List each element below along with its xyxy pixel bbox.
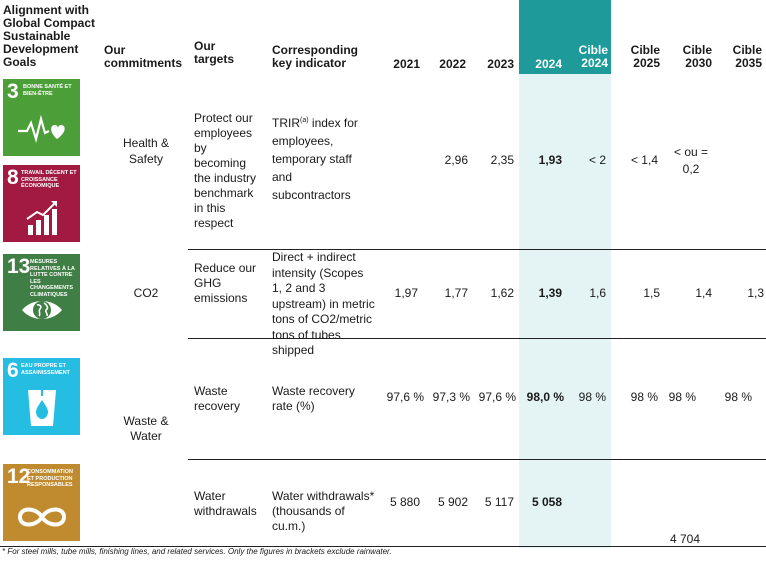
water-drop-icon <box>28 388 56 426</box>
highlight-2024-header <box>519 0 611 74</box>
target-co2: Reduce our GHG emissions <box>194 261 257 305</box>
indicator-health: TRIR(a) index for employees, temporary s… <box>272 112 372 204</box>
water-2022: 5 902 <box>437 495 468 509</box>
sdg-12-number: 12 <box>7 465 31 488</box>
waste-cible-2025: 98 % <box>630 390 658 404</box>
header-targets: Our targets <box>194 39 235 66</box>
sdg-3-number: 3 <box>7 80 19 103</box>
header-2022: 2022 <box>439 57 466 71</box>
row-divider-3 <box>188 459 766 460</box>
target-waste: Waste recovery <box>194 384 241 413</box>
indicator-health-footnote-ref: (a) <box>300 117 309 124</box>
sdg-6-number: 6 <box>7 359 19 382</box>
table-bottom-rule <box>0 546 766 547</box>
sdg-8-number: 8 <box>7 166 19 189</box>
sdg-12-title: Consommation et production responsables <box>27 469 74 488</box>
health-cible-2030: < ou = 0,2 <box>673 145 709 176</box>
co2-2023: 1,62 <box>490 286 514 300</box>
waste-cible-2024: 98 % <box>578 390 606 404</box>
header-cible-2024: Cible 2024 <box>578 43 608 70</box>
waste-2023: 97,6 % <box>478 390 516 404</box>
row-divider-1 <box>188 249 766 250</box>
footnote: * For steel mills, tube mills, finishing… <box>2 547 392 556</box>
header-alignment: Alignment with Global Compact Sustainabl… <box>3 3 96 69</box>
growth-chart-icon <box>26 201 57 235</box>
target-health: Protect our employees by becoming the in… <box>194 111 257 230</box>
sdg-13-tile: 13 Mesures relatives à la lutte contre l… <box>3 254 80 331</box>
health-2024: 1,93 <box>538 153 562 167</box>
heartbeat-icon <box>18 114 65 144</box>
commitment-co2: CO2 <box>133 286 159 300</box>
row-divider-2 <box>188 338 766 339</box>
health-2022: 2,96 <box>444 153 468 167</box>
header-2023: 2023 <box>487 57 514 71</box>
indicator-waste: Waste recovery rate (%) <box>272 384 355 413</box>
indicator-health-rest: index for employees, temporary staff and… <box>272 116 358 202</box>
infinity-icon <box>17 507 67 527</box>
sdg-3-tile: 3 Bonne santé et bien-être <box>3 79 80 156</box>
water-2023: 5 117 <box>484 495 514 509</box>
indicator-health-main: TRIR <box>272 116 300 130</box>
sdg-8-title: Travail décent et croissance économique <box>21 170 77 189</box>
header-2021: 2021 <box>393 57 420 71</box>
indicator-co2: Direct + indirect intensity (Scopes 1, 2… <box>272 250 375 357</box>
co2-cible-2035: 1,3 <box>747 286 764 300</box>
health-2023: 2,35 <box>490 153 514 167</box>
co2-2022: 1,77 <box>444 286 468 300</box>
target-water: Water withdrawals <box>194 489 257 518</box>
header-indicator: Corresponding key indicator <box>272 43 358 70</box>
water-cible-2030: 4 704 <box>669 532 700 546</box>
co2-2024: 1,39 <box>538 286 562 300</box>
health-cible-2025: < 1,4 <box>630 153 658 167</box>
sdg-6-tile: 6 Eau propre et assainissement <box>3 358 80 435</box>
co2-cible-2030: 1,4 <box>695 286 712 300</box>
health-cible-2024: < 2 <box>588 153 606 167</box>
header-cible-2035: Cible 2035 <box>732 43 762 70</box>
highlight-2024-column <box>519 0 611 548</box>
indicator-water: Water withdrawals* (thousands of cu.m.) <box>272 489 375 533</box>
waste-cible-2035: 98 % <box>724 390 752 404</box>
header-cible-2025: Cible 2025 <box>630 43 660 70</box>
waste-2024: 98,0 % <box>526 390 564 404</box>
sdg-13-title: Mesures relatives à la lutte contre les … <box>30 259 75 298</box>
co2-cible-2024: 1,6 <box>589 286 606 300</box>
sdg-13-number: 13 <box>7 255 31 278</box>
waste-2022: 97,3 % <box>432 390 470 404</box>
water-2024: 5 058 <box>531 495 562 509</box>
co2-2021: 1,97 <box>394 286 418 300</box>
sdg-3-title: Bonne santé et bien-être <box>23 84 72 97</box>
commitment-waste-water: Waste & Water <box>123 414 169 443</box>
co2-cible-2025: 1,5 <box>643 286 660 300</box>
waste-cible-2030: 98 % <box>668 390 696 404</box>
eye-globe-icon <box>22 301 62 319</box>
water-2021: 5 880 <box>389 495 420 509</box>
header-commitments: Our commitments <box>104 43 183 70</box>
commitment-health-safety: Health & Safety <box>122 136 170 166</box>
sdg-12-tile: 12 Consommation et production responsabl… <box>3 464 80 541</box>
sdg-8-tile: 8 Travail décent et croissance économiqu… <box>3 165 80 242</box>
header-2024: 2024 <box>535 57 562 71</box>
header-cible-2030: Cible 2030 <box>682 43 712 70</box>
waste-2021: 97,6 % <box>386 390 424 404</box>
sdg-6-title: Eau propre et assainissement <box>21 363 70 376</box>
